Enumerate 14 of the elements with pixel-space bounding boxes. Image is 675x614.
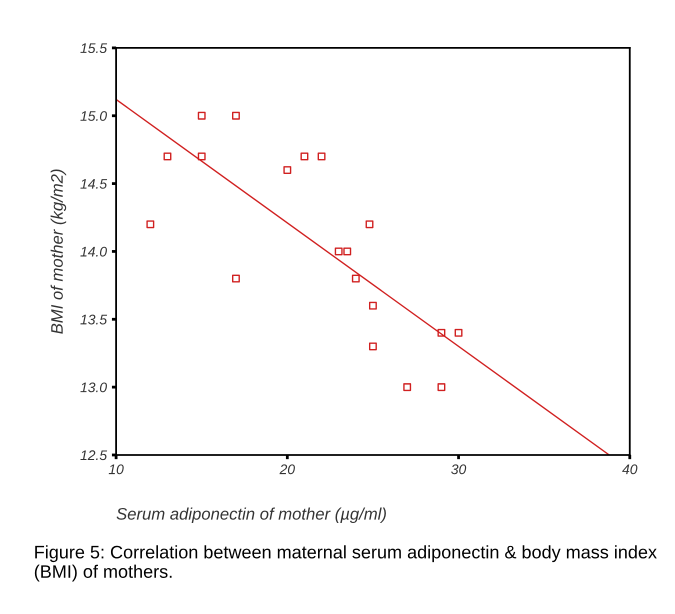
y-tick-label: 15.5 — [80, 43, 108, 54]
y-axis-title: BMI of mother (kg/m2) — [50, 170, 66, 334]
x-tick-label: 20 — [280, 464, 295, 474]
y-tick-label: 15.0 — [80, 111, 107, 121]
x-tick-label: 40 — [622, 464, 638, 474]
caption: Figure 5: Correlation between maternal serum adiponectin & body mass index (BMI) of mothers. — [34, 545, 657, 582]
y-tick-label: 13.5 — [80, 314, 108, 324]
y-tick-label: 14.5 — [80, 179, 108, 189]
y-tick-label: 13.0 — [80, 382, 107, 392]
x-axis-title: Serum adiponectin of mother (µg/ml) — [116, 508, 386, 524]
y-tick-label: 14.0 — [80, 246, 107, 257]
x-tick-label: 10 — [108, 464, 124, 474]
x-tick-label: 30 — [451, 464, 466, 474]
y-tick-label: 12.5 — [80, 450, 108, 460]
